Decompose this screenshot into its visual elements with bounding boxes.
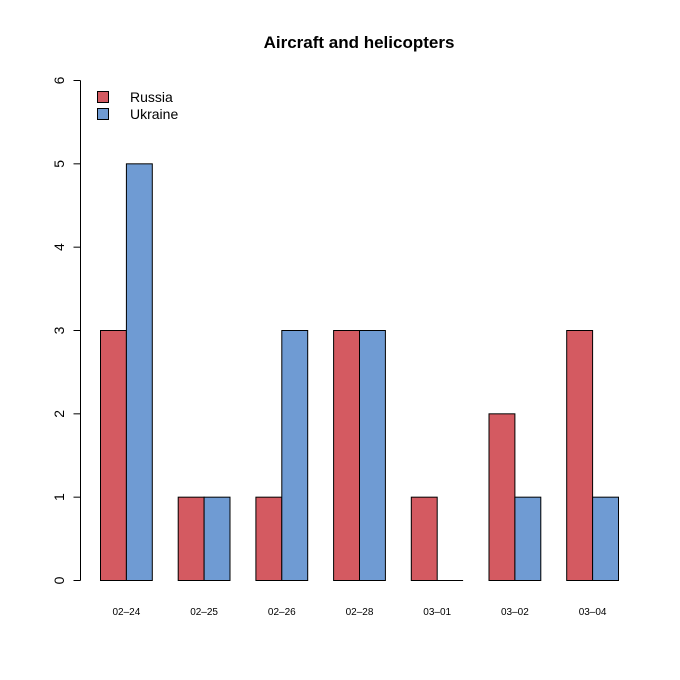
y-tick-label: 0: [51, 576, 67, 584]
y-tick-label: 2: [51, 410, 67, 418]
bar-ukraine-03-02: [514, 496, 542, 581]
bar-russia-02-26: [255, 496, 283, 581]
bar-ukraine-02-28: [359, 330, 386, 581]
bar-ukraine-02-25: [203, 496, 231, 581]
bar-russia-03-02: [488, 413, 516, 582]
legend-label-russia: Russia: [130, 89, 173, 105]
y-tick-label: 5: [51, 160, 67, 168]
y-tick-label: 1: [51, 493, 67, 501]
x-tick-label: 02–25: [190, 607, 218, 618]
bar-russia-03-04: [566, 330, 594, 581]
x-axis-labels: 02–24 02–25 02–26 02–28 03–01 03–02 03–04: [112, 607, 606, 618]
bars: [100, 163, 619, 582]
bar-ukraine-02-26: [281, 330, 309, 581]
legend-label-ukraine: Ukraine: [130, 106, 178, 122]
bar-russia-02-25: [177, 496, 205, 581]
bar-russia-02-24: [100, 330, 127, 581]
x-tick-label: 02–26: [268, 607, 296, 618]
y-tick-label: 6: [51, 76, 67, 84]
y-tick-label: 3: [51, 326, 67, 334]
x-tick-label: 02–24: [112, 607, 140, 618]
x-tick-label: 03–01: [423, 607, 451, 618]
x-tick-label: 03–04: [579, 607, 607, 618]
legend-swatch-russia: [97, 91, 109, 103]
y-axis: 0 1 2 3 4 5 6: [51, 76, 81, 584]
legend-swatch-ukraine: [97, 108, 109, 120]
bar-ukraine-03-04: [592, 496, 619, 581]
bar-russia-02-28: [333, 330, 361, 581]
x-tick-label: 02–28: [346, 607, 374, 618]
chart-title: Aircraft and helicopters: [264, 33, 455, 52]
x-tick-label: 03–02: [501, 607, 529, 618]
bar-ukraine-02-24: [125, 163, 153, 581]
bar-russia-03-01: [410, 496, 438, 581]
y-tick-label: 4: [51, 243, 67, 251]
